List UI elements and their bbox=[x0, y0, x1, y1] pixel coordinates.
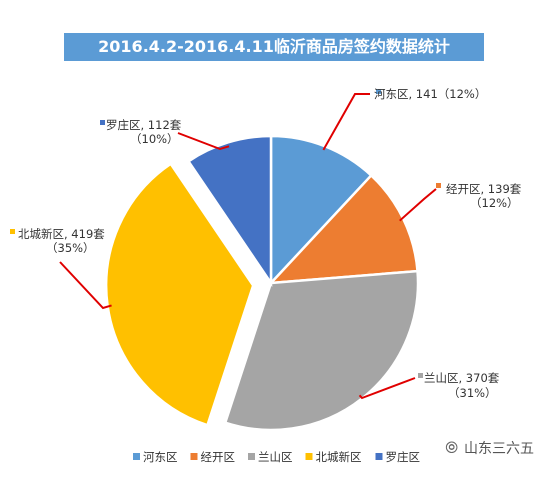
data-label-3-line1: 北城新区, 419套 bbox=[18, 227, 105, 241]
label-swatch-3 bbox=[10, 229, 15, 234]
label-swatch-4 bbox=[100, 120, 105, 125]
legend-swatch-1 bbox=[190, 453, 198, 460]
leader-line-0 bbox=[322, 93, 370, 151]
leader-line-4 bbox=[177, 132, 230, 151]
pie-slice-4 bbox=[186, 134, 273, 288]
data-label-2-line1: 兰山区, 370套 bbox=[424, 371, 500, 385]
data-label-4-line2: （10%） bbox=[130, 132, 179, 146]
data-label-3-line2: （35%） bbox=[46, 241, 95, 255]
watermark: ⦾ 山东三六五 bbox=[445, 438, 534, 458]
leader-lines bbox=[59, 93, 437, 400]
pie-slice-2 bbox=[223, 269, 420, 432]
data-label-1-line2: （12%） bbox=[470, 196, 519, 210]
chart-title: 2016.4.2-2016.4.11临沂商品房签约数据统计 bbox=[64, 33, 484, 61]
legend-swatch-4 bbox=[375, 453, 383, 460]
label-swatch-0 bbox=[376, 89, 381, 94]
legend-swatch-0 bbox=[133, 453, 140, 460]
watermark-text: 山东三六五 bbox=[464, 441, 534, 457]
pie-slices bbox=[104, 134, 420, 432]
legend-swatch-2 bbox=[248, 453, 255, 460]
legend-item-2: 兰山区 bbox=[258, 450, 293, 464]
leader-line-1 bbox=[399, 188, 437, 222]
leader-line-2 bbox=[358, 377, 416, 400]
wechat-icon: ⦾ bbox=[445, 438, 458, 457]
data-labels: 河东区, 141（12%） 经开区, 139套（12%） 兰山区, 370套（31%… bbox=[10, 87, 522, 400]
legend: 河东区 经开区 兰山区 北城新区 罗庄区 bbox=[133, 450, 420, 464]
legend-item-4: 罗庄区 bbox=[386, 450, 421, 464]
legend-item-1: 经开区 bbox=[201, 450, 236, 464]
data-label-2-line2: （31%） bbox=[448, 386, 497, 400]
legend-item-3: 北城新区 bbox=[316, 450, 362, 464]
legend-item-0: 河东区 bbox=[143, 450, 178, 464]
pie-slice-1 bbox=[267, 173, 419, 285]
leader-line-3 bbox=[59, 261, 112, 310]
label-swatch-2 bbox=[418, 373, 423, 378]
legend-swatch-3 bbox=[305, 453, 313, 460]
data-label-1-line1: 经开区, 139套 bbox=[446, 182, 522, 196]
label-swatch-1 bbox=[436, 183, 441, 188]
data-label-0: 河东区, 141（12%） bbox=[374, 87, 486, 101]
data-label-4-line1: 罗庄区, 112套 bbox=[106, 118, 182, 132]
